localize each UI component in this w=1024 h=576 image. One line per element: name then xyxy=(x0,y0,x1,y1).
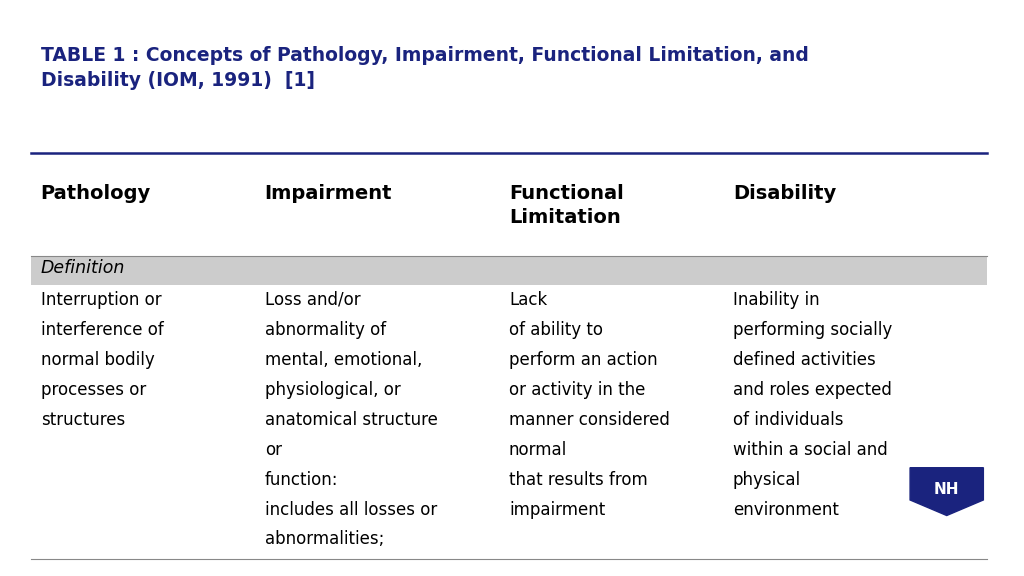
Polygon shape xyxy=(910,468,983,516)
Text: within a social and: within a social and xyxy=(733,441,888,458)
Text: Lack: Lack xyxy=(509,291,547,309)
Text: performing socially: performing socially xyxy=(733,321,892,339)
Text: environment: environment xyxy=(733,501,839,518)
Text: Loss and/or: Loss and/or xyxy=(264,291,360,309)
Text: Impairment: Impairment xyxy=(264,184,392,203)
Text: NH: NH xyxy=(934,482,959,497)
Text: Pathology: Pathology xyxy=(41,184,151,203)
Text: function:: function: xyxy=(264,471,338,488)
Text: mental, emotional,: mental, emotional, xyxy=(264,351,422,369)
Text: TABLE 1 : Concepts of Pathology, Impairment, Functional Limitation, and
Disabili: TABLE 1 : Concepts of Pathology, Impairm… xyxy=(41,46,809,90)
Text: Interruption or: Interruption or xyxy=(41,291,162,309)
Text: or activity in the: or activity in the xyxy=(509,381,645,399)
Text: and roles expected: and roles expected xyxy=(733,381,892,399)
Text: perform an action: perform an action xyxy=(509,351,657,369)
Text: normal bodily: normal bodily xyxy=(41,351,155,369)
Text: or: or xyxy=(264,441,282,458)
Text: anatomical structure: anatomical structure xyxy=(264,411,437,429)
Text: interference of: interference of xyxy=(41,321,164,339)
Text: manner considered: manner considered xyxy=(509,411,670,429)
Text: Disability: Disability xyxy=(733,184,837,203)
Text: structures: structures xyxy=(41,411,125,429)
Text: Functional
Limitation: Functional Limitation xyxy=(509,184,624,227)
Text: Definition: Definition xyxy=(41,259,125,277)
Text: of ability to: of ability to xyxy=(509,321,603,339)
Text: defined activities: defined activities xyxy=(733,351,876,369)
Text: of individuals: of individuals xyxy=(733,411,844,429)
Text: processes or: processes or xyxy=(41,381,146,399)
Text: that results from: that results from xyxy=(509,471,648,488)
Text: impairment: impairment xyxy=(509,501,605,518)
Text: physiological, or: physiological, or xyxy=(264,381,400,399)
Text: normal: normal xyxy=(509,441,567,458)
FancyBboxPatch shape xyxy=(31,256,987,285)
Text: includes all losses or: includes all losses or xyxy=(264,501,437,518)
Text: abnormality of: abnormality of xyxy=(264,321,386,339)
Text: abnormalities;: abnormalities; xyxy=(264,530,384,548)
Text: physical: physical xyxy=(733,471,801,488)
Text: Inability in: Inability in xyxy=(733,291,819,309)
